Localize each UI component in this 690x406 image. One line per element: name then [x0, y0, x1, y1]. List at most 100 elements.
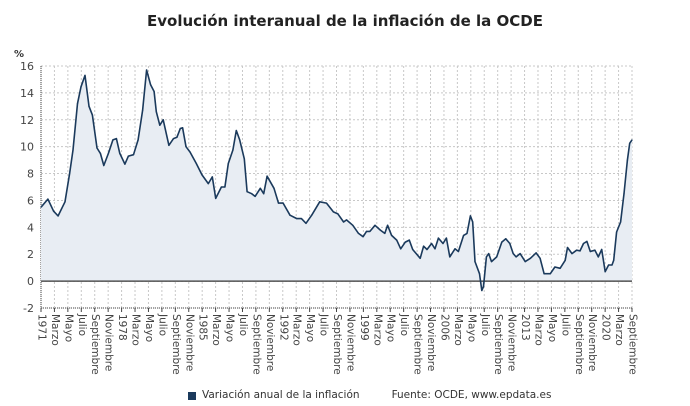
data-point	[564, 259, 566, 261]
data-point	[57, 215, 59, 217]
legend-label: Variación anual de la inflación	[202, 389, 360, 401]
data-point	[153, 90, 155, 93]
data-point	[535, 252, 537, 254]
legend-swatch	[188, 391, 196, 400]
data-point	[582, 242, 585, 245]
legend: Variación anual de la inflación Fuente: …	[188, 389, 551, 402]
data-point	[150, 84, 152, 86]
data-point	[454, 248, 456, 250]
data-point	[426, 248, 428, 251]
data-point	[594, 249, 596, 251]
data-point	[103, 164, 105, 167]
data-point	[263, 193, 265, 195]
data-point	[207, 183, 209, 185]
data-point	[369, 230, 371, 232]
data-point	[282, 202, 284, 204]
data-point	[127, 155, 129, 157]
data-point	[631, 139, 633, 141]
series-line	[40, 69, 633, 292]
data-point	[232, 149, 234, 151]
data-point	[296, 217, 298, 220]
data-point	[615, 231, 618, 233]
data-point	[227, 162, 229, 165]
data-point	[211, 176, 213, 178]
y-tick-label: 10	[20, 141, 34, 154]
data-point	[422, 245, 425, 247]
data-point	[488, 252, 490, 255]
data-point	[589, 250, 591, 253]
data-point	[119, 152, 121, 154]
y-tick-label: -2	[23, 302, 34, 315]
data-point	[408, 239, 410, 241]
data-point	[613, 259, 615, 261]
data-point	[195, 162, 197, 165]
y-tick-label: 8	[27, 168, 34, 181]
data-point	[176, 136, 178, 138]
data-point	[457, 250, 460, 253]
data-point	[586, 240, 588, 243]
data-point	[509, 242, 511, 245]
data-point	[99, 152, 101, 154]
data-point	[64, 201, 66, 203]
data-point	[576, 249, 578, 251]
data-point	[259, 187, 261, 189]
data-point	[332, 211, 334, 213]
data-point	[611, 264, 613, 266]
data-point	[182, 127, 184, 129]
data-point	[374, 224, 376, 226]
y-tick-label: 12	[20, 114, 34, 127]
data-point	[72, 149, 74, 151]
data-point	[437, 237, 440, 239]
data-point	[481, 289, 483, 292]
data-point	[396, 239, 398, 241]
chart-title: Evolución interanual de la inflación de …	[147, 12, 543, 30]
data-point	[142, 109, 144, 111]
data-point	[266, 175, 268, 177]
data-point	[400, 248, 402, 250]
data-point	[554, 266, 556, 268]
data-point	[137, 139, 139, 141]
data-point	[519, 252, 521, 255]
data-point	[365, 230, 368, 232]
data-point	[362, 236, 364, 238]
data-point	[311, 214, 313, 216]
data-point	[52, 210, 55, 212]
data-point	[201, 174, 203, 176]
data-point	[68, 172, 71, 175]
data-point	[107, 152, 109, 154]
data-point	[387, 224, 389, 226]
data-point	[76, 103, 79, 105]
data-point	[379, 229, 381, 231]
y-tick-label: 0	[27, 275, 34, 288]
data-point	[512, 252, 514, 255]
data-point	[404, 241, 406, 243]
data-point	[132, 154, 135, 156]
y-tick-label: 16	[20, 60, 34, 73]
data-point	[112, 139, 114, 141]
data-point	[357, 232, 360, 234]
data-point	[626, 159, 629, 161]
data-point	[490, 261, 493, 263]
series-area	[41, 70, 632, 291]
data-point	[155, 111, 157, 113]
data-point	[419, 257, 421, 259]
data-point	[597, 256, 599, 258]
data-point	[254, 195, 256, 198]
data-point	[549, 273, 551, 275]
data-point	[289, 214, 291, 216]
data-point	[124, 163, 126, 165]
data-point	[496, 256, 498, 258]
data-point	[384, 232, 386, 234]
data-point	[449, 256, 451, 258]
data-point	[623, 193, 625, 195]
data-point	[325, 202, 328, 204]
data-point	[478, 273, 481, 275]
data-point	[273, 187, 275, 189]
data-point	[162, 119, 164, 121]
data-point	[96, 147, 98, 149]
y-tick-label: 14	[20, 87, 34, 100]
data-point	[337, 213, 339, 215]
data-point	[501, 241, 503, 243]
data-point	[607, 264, 610, 266]
data-point	[345, 219, 348, 221]
